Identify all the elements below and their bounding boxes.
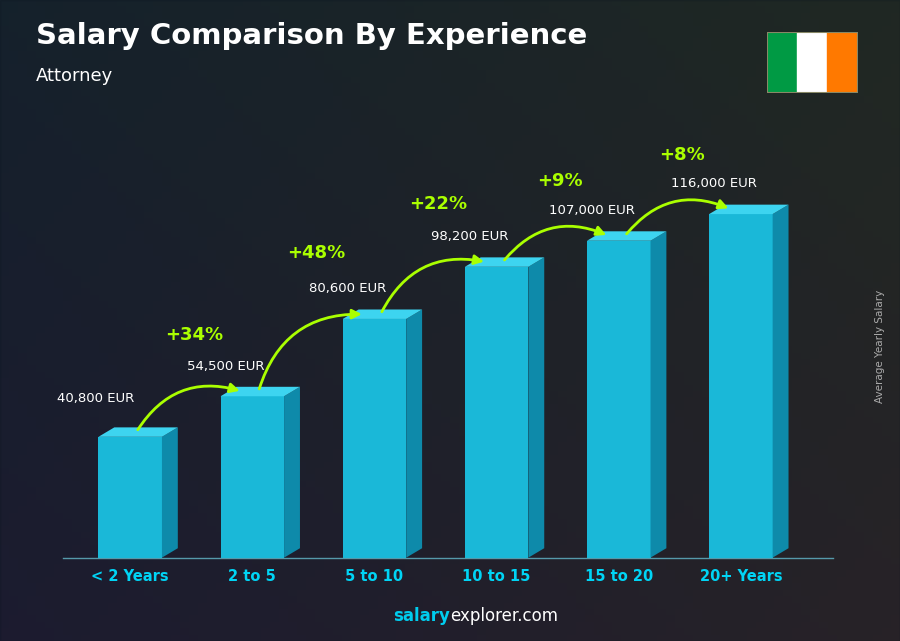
- Polygon shape: [98, 437, 162, 558]
- Text: 107,000 EUR: 107,000 EUR: [549, 204, 634, 217]
- Text: explorer.com: explorer.com: [450, 607, 558, 625]
- Polygon shape: [162, 428, 178, 558]
- Polygon shape: [772, 204, 788, 558]
- Polygon shape: [343, 319, 406, 558]
- Polygon shape: [220, 396, 284, 558]
- Polygon shape: [284, 387, 300, 558]
- Text: Attorney: Attorney: [36, 67, 113, 85]
- Polygon shape: [587, 231, 666, 241]
- Polygon shape: [587, 241, 651, 558]
- Bar: [767, 32, 797, 93]
- Text: +9%: +9%: [537, 172, 583, 190]
- Polygon shape: [220, 387, 300, 396]
- Text: +48%: +48%: [287, 244, 345, 262]
- Text: 40,800 EUR: 40,800 EUR: [58, 392, 135, 404]
- Polygon shape: [528, 258, 544, 558]
- Text: +34%: +34%: [165, 326, 223, 344]
- Text: Average Yearly Salary: Average Yearly Salary: [875, 290, 886, 403]
- Text: salary: salary: [393, 607, 450, 625]
- Polygon shape: [343, 310, 422, 319]
- Text: 116,000 EUR: 116,000 EUR: [671, 178, 757, 190]
- Text: +8%: +8%: [660, 146, 705, 163]
- Text: 80,600 EUR: 80,600 EUR: [309, 282, 386, 296]
- Polygon shape: [406, 310, 422, 558]
- Polygon shape: [709, 214, 772, 558]
- Bar: [827, 32, 858, 93]
- Text: Salary Comparison By Experience: Salary Comparison By Experience: [36, 22, 587, 51]
- Text: 98,200 EUR: 98,200 EUR: [431, 230, 508, 243]
- Text: +22%: +22%: [409, 196, 467, 213]
- Polygon shape: [98, 428, 178, 437]
- Bar: [797, 32, 827, 93]
- Polygon shape: [651, 231, 666, 558]
- Text: 54,500 EUR: 54,500 EUR: [186, 360, 265, 372]
- Polygon shape: [709, 204, 788, 214]
- Polygon shape: [465, 267, 528, 558]
- Polygon shape: [465, 258, 544, 267]
